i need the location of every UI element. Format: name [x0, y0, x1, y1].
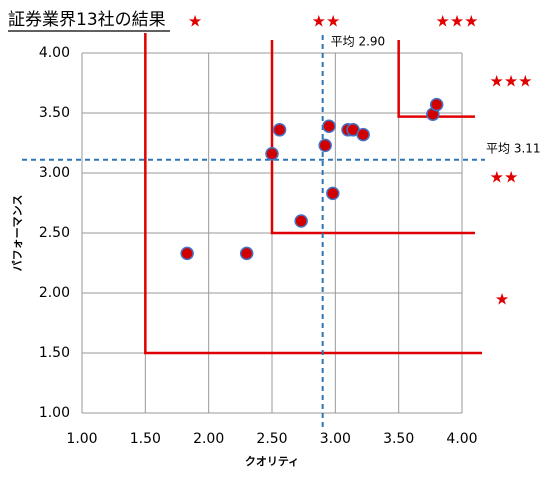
star-label: ★★: [312, 12, 341, 31]
point: [322, 119, 336, 133]
point: [265, 147, 279, 161]
x-tick-label: 3.50: [383, 431, 414, 447]
x-axis-label: クオリティ: [245, 455, 299, 468]
region-boundary: [397, 40, 475, 118]
y-tick-label: 3.50: [39, 105, 70, 121]
star-label: ★: [495, 290, 509, 309]
star-label: ★★★: [489, 72, 532, 91]
x-tick-label: 1.00: [66, 431, 97, 447]
point: [356, 127, 370, 142]
y-tick-label: 4.00: [39, 45, 70, 61]
mean-label: 平均 3.11: [486, 141, 541, 155]
star-label: ★★★: [435, 12, 478, 31]
point: [239, 246, 254, 261]
mean-label: 平均 2.90: [331, 35, 386, 49]
point: [180, 246, 194, 261]
x-tick-label: 4.00: [446, 431, 477, 447]
point: [318, 138, 332, 153]
x-tick-label: 1.50: [130, 431, 161, 447]
x-tick-label: 2.50: [256, 431, 287, 447]
y-tick-label: 2.50: [39, 225, 70, 241]
region-boundary: [144, 33, 482, 355]
x-tick-label: 2.00: [193, 431, 224, 447]
star-label: ★★: [490, 168, 519, 187]
y-tick-label: 1.50: [39, 345, 70, 361]
y-tick-label: 2.00: [39, 285, 70, 301]
point: [272, 123, 287, 137]
point: [326, 186, 340, 201]
point: [294, 214, 308, 228]
y-tick-label: 3.00: [39, 165, 70, 181]
point: [429, 97, 444, 112]
region-boundary: [270, 40, 475, 235]
star-label: ★: [188, 12, 202, 31]
y-axis-label: パフォーマンス: [11, 195, 24, 272]
x-tick-label: 3.00: [320, 431, 351, 447]
chart-title: 証券業界13社の結果: [8, 10, 166, 30]
y-tick-label: 1.00: [39, 405, 70, 421]
